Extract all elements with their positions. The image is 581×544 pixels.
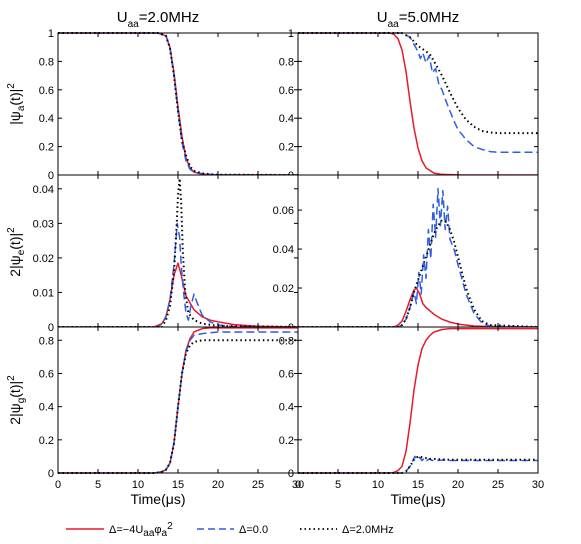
panel-r0-c0: 0 0.2 0.4 0.6 0.8 1 <box>39 28 299 182</box>
y-tick-label: 0 <box>288 468 294 480</box>
y-tick-label: 0.4 <box>39 113 54 125</box>
x-tick-label: 0 <box>295 479 301 491</box>
y-tick-label: 0.2 <box>39 435 54 447</box>
x-tick-label: 10 <box>372 479 384 491</box>
x-tick-label: 25 <box>252 479 264 491</box>
series-line-dashed <box>58 222 299 328</box>
panel-r1-c0: 0 0.01 0.02 0.03 0.04 <box>33 174 299 334</box>
y-tick-label: 0.6 <box>39 85 54 97</box>
panel-r2-c0: 0 0.2 0.4 0.6 0.8 0 5 10 15 20 25 30 <box>39 326 304 491</box>
xlabel-right: Time(μs) <box>391 491 446 507</box>
y-tick-label: 0.4 <box>279 113 294 125</box>
ylabel-psi-e: 2|ψe(t)|2 <box>6 227 27 277</box>
x-tick-label: 20 <box>212 479 224 491</box>
series-line-dashed <box>58 331 298 474</box>
x-tick-label: 5 <box>335 479 341 491</box>
y-tick-label: 0.8 <box>279 335 294 347</box>
y-tick-label: 0.04 <box>273 244 294 256</box>
series-line-solid <box>298 32 539 176</box>
series-line-dashed <box>58 32 299 176</box>
y-tick-label: 0.8 <box>279 56 294 68</box>
ylabel-psi-g: 2|ψg(t)|2 <box>6 375 27 425</box>
y-tick-label: 0.8 <box>39 335 54 347</box>
x-tick-label: 10 <box>132 479 144 491</box>
series-line-solid <box>298 327 538 474</box>
panel-background <box>298 33 538 175</box>
y-tick-label: 0.06 <box>273 205 294 217</box>
panel-background <box>298 327 538 473</box>
x-tick-label: 15 <box>412 479 424 491</box>
ylabel-psi-a: |ψa(t)|2 <box>6 83 27 125</box>
x-tick-label: 20 <box>452 479 464 491</box>
y-tick-label: 0.03 <box>33 218 54 230</box>
panels: 00.20.40.60.8100.20.40.60.8100.010.020.0… <box>33 28 545 491</box>
y-tick-label: 0.02 <box>33 253 54 265</box>
legend-label-black: Δ=2.0MHz <box>342 524 394 536</box>
panel-title-right: Uaa=5.0MHz <box>377 9 459 30</box>
series-line-dotted <box>58 177 299 328</box>
panel-background <box>58 175 298 327</box>
legend-label-red: Δ=−4Uaaφa2 <box>109 521 173 539</box>
y-tick-label: 0.6 <box>279 85 294 97</box>
series-line-solid <box>298 287 539 328</box>
legend-label-blue: Δ=0.0 <box>239 524 268 536</box>
panel-r0-c1: 00.20.40.60.81 <box>279 28 539 182</box>
y-tick-label: 0.2 <box>39 142 54 154</box>
x-tick-label: 30 <box>532 479 544 491</box>
y-tick-label: 0.2 <box>279 435 294 447</box>
panel-r1-c1: 00.020.040.06 <box>273 174 539 334</box>
y-tick-label: 0.02 <box>273 283 294 295</box>
x-tick-label: 30 <box>292 479 304 491</box>
y-tick-label: 0 <box>48 322 54 334</box>
y-tick-label: 1 <box>48 28 54 40</box>
y-tick-label: 1 <box>288 28 294 40</box>
x-tick-label: 25 <box>492 479 504 491</box>
series-line-dashed <box>298 455 538 474</box>
x-tick-label: 5 <box>95 479 101 491</box>
x-tick-label: 15 <box>172 479 184 491</box>
x-tick-label: 0 <box>55 479 61 491</box>
y-tick-label: 0.2 <box>279 142 294 154</box>
panel-r2-c1: 0 0.2 0.4 0.6 0.8 0 5 10 15 20 25 30 <box>279 326 544 491</box>
series-line-dashed <box>298 32 538 154</box>
y-tick-label: 0 <box>48 468 54 480</box>
y-tick-label: 0.6 <box>279 368 294 380</box>
series-line-dotted <box>298 218 539 328</box>
y-tick-label: 0 <box>48 170 54 182</box>
series-line-dotted <box>58 339 298 474</box>
y-tick-label: 0.8 <box>39 56 54 68</box>
panel-background <box>58 327 298 473</box>
series-line-dotted <box>298 455 538 474</box>
xlabel-left: Time(μs) <box>131 491 186 507</box>
y-tick-label: 0.4 <box>39 402 54 414</box>
panel-title-left: Uaa=2.0MHz <box>117 9 199 30</box>
y-tick-label: 0.4 <box>279 402 294 414</box>
y-tick-label: 0.6 <box>39 368 54 380</box>
y-tick-label: 0.01 <box>33 287 54 299</box>
y-tick-label: 0.04 <box>33 184 54 196</box>
legend: Δ=−4Uaaφa2 Δ=0.0 Δ=2.0MHz <box>66 521 394 539</box>
series-line-dashed <box>298 187 539 328</box>
panel-background <box>298 175 538 327</box>
